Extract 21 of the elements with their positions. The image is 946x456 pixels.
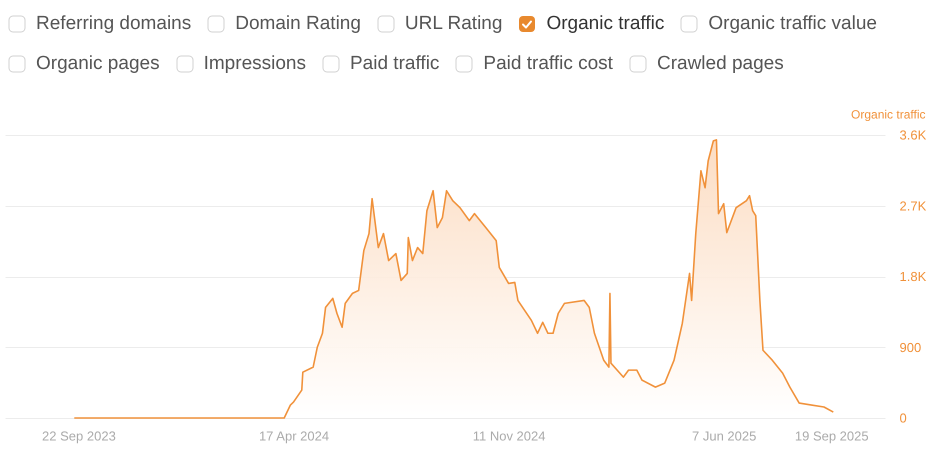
text: Organic traffic	[546, 13, 664, 35]
text: Crawled pages	[656, 53, 784, 75]
text: URL Rating	[404, 13, 502, 35]
text: Organic traffic value	[708, 13, 877, 35]
y-tick-label: 1.8K	[900, 269, 927, 284]
x-tick-label: 19 Sep 2025	[794, 428, 869, 444]
y-tick-label: 0	[900, 410, 907, 426]
text: Domain Rating	[235, 13, 361, 35]
x-tick-label: 22 Sep 2023	[42, 428, 116, 444]
x-tick-label: 11 Nov 2024	[472, 428, 546, 444]
y-tick-label: 900	[900, 340, 922, 355]
y-tick-label: 2.7K	[900, 198, 927, 214]
y-axis-title: Organic traffic	[851, 108, 926, 122]
text: Organic pages	[36, 53, 160, 75]
x-tick-label: 17 Apr 2024	[258, 428, 330, 444]
text: Referring domains	[36, 13, 192, 35]
text: Paid traffic cost	[483, 53, 613, 75]
x-tick-label: 7 Jun 2025	[692, 428, 756, 444]
y-tick-label: 3.6K	[900, 128, 927, 142]
text: Impressions	[204, 53, 306, 75]
text: Paid traffic	[350, 53, 440, 75]
